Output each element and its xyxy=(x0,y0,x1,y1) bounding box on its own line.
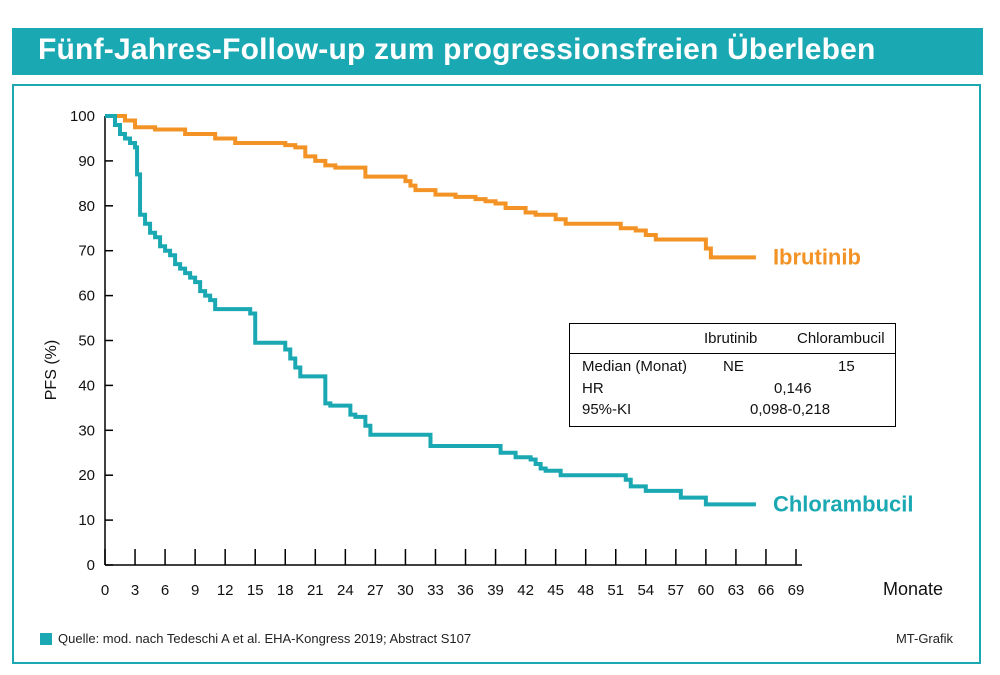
x-tick-label: 0 xyxy=(101,582,109,599)
y-tick-label: 20 xyxy=(78,467,95,484)
series-label-chlorambucil: Chlorambucil xyxy=(773,491,914,516)
x-tick-label: 42 xyxy=(517,582,534,599)
x-tick-label: 48 xyxy=(577,582,594,599)
x-tick-label: 69 xyxy=(788,582,805,599)
y-tick-label: 80 xyxy=(78,198,95,215)
x-tick-label: 51 xyxy=(607,582,624,599)
y-tick-label: 90 xyxy=(78,153,95,170)
y-tick-label: 60 xyxy=(78,288,95,305)
credit-text: MT-Grafik xyxy=(895,631,953,646)
chart-frame xyxy=(12,84,981,664)
stats-row-label: Median (Monat) xyxy=(582,358,688,375)
stats-row-label: 95%-KI xyxy=(582,401,632,418)
y-tick-label: 30 xyxy=(78,422,95,439)
y-tick-label: 40 xyxy=(78,377,95,394)
x-tick-label: 3 xyxy=(131,582,139,599)
x-tick-label: 39 xyxy=(487,582,504,599)
stats-median-ibrutinib: NE xyxy=(723,358,744,375)
x-tick-label: 15 xyxy=(247,582,264,599)
series-line-ibrutinib xyxy=(105,114,756,260)
x-tick-label: 24 xyxy=(337,582,354,599)
y-tick-label: 50 xyxy=(78,333,95,350)
x-tick-label: 12 xyxy=(217,582,234,599)
stats-row-label: HR xyxy=(582,380,604,397)
source-text: Quelle: mod. nach Tedeschi A et al. EHA-… xyxy=(58,631,472,646)
stats-ci-value: 0,098-0,218 xyxy=(750,401,831,418)
source-note: Quelle: mod. nach Tedeschi A et al. EHA-… xyxy=(40,631,471,646)
chart-title: Fünf-Jahres-Follow-up zum progressionsfr… xyxy=(38,33,876,66)
stats-header-ibrutinib: Ibrutinib xyxy=(704,330,758,347)
stats-header-divider xyxy=(570,353,895,354)
x-tick-label: 30 xyxy=(397,582,414,599)
x-axis-label: Monate xyxy=(883,579,943,599)
series-label-ibrutinib: Ibrutinib xyxy=(773,244,861,269)
stats-hr-value: 0,146 xyxy=(774,380,812,397)
y-tick-label: 70 xyxy=(78,243,95,260)
y-tick-label: 10 xyxy=(78,512,95,529)
x-tick-label: 21 xyxy=(307,582,324,599)
y-tick-label: 0 xyxy=(87,557,95,574)
x-tick-label: 66 xyxy=(758,582,775,599)
x-tick-label: 57 xyxy=(667,582,684,599)
x-tick-label: 45 xyxy=(547,582,564,599)
x-tick-label: 27 xyxy=(367,582,384,599)
y-axis-label: PFS (%) xyxy=(43,340,60,400)
x-tick-label: 60 xyxy=(698,582,715,599)
x-tick-label: 6 xyxy=(161,582,169,599)
x-tick-label: 33 xyxy=(427,582,444,599)
x-tick-label: 9 xyxy=(191,582,199,599)
stats-median-chlorambucil: 15 xyxy=(838,358,855,375)
source-swatch-icon xyxy=(40,632,52,645)
x-tick-label: 63 xyxy=(728,582,745,599)
stats-header-chlorambucil: Chlorambucil xyxy=(797,330,885,347)
x-tick-label: 18 xyxy=(277,582,294,599)
x-tick-label: 36 xyxy=(457,582,474,599)
title-bar: Fünf-Jahres-Follow-up zum progressionsfr… xyxy=(12,28,983,75)
y-tick-label: 100 xyxy=(70,108,95,125)
x-tick-label: 54 xyxy=(637,582,654,599)
series-line-chlorambucil xyxy=(105,114,756,507)
stats-table: Ibrutinib Chlorambucil Median (Monat) NE… xyxy=(569,323,896,427)
